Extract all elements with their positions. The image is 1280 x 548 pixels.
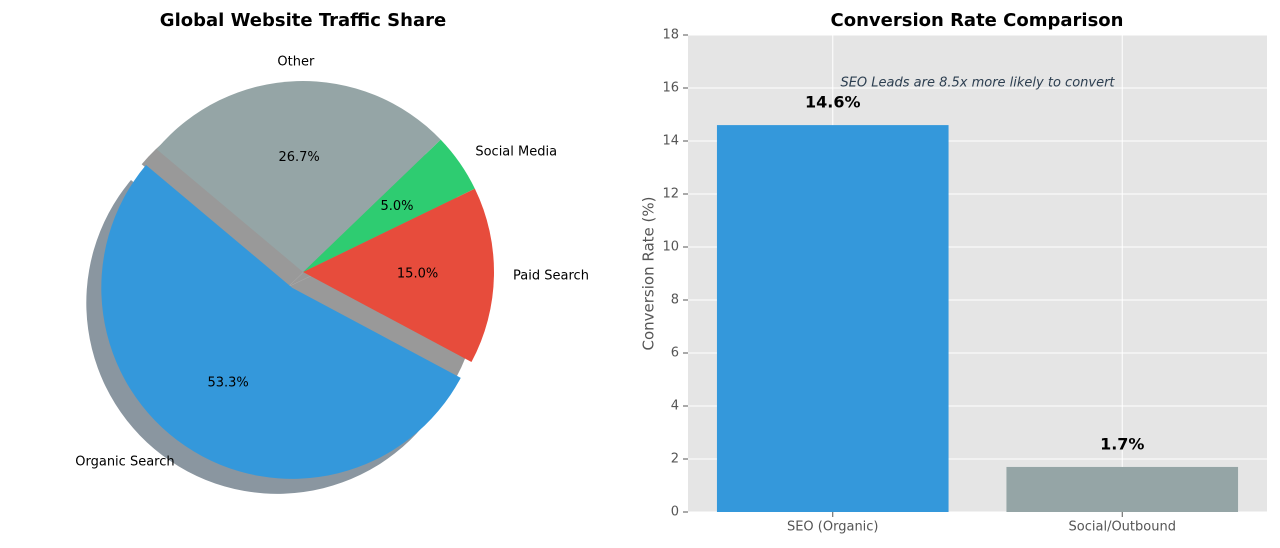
slice-value-label: 26.7% (278, 150, 319, 165)
y-tick-label: 2 (671, 452, 679, 467)
y-tick-label: 4 (671, 399, 679, 414)
bar-value-label: 14.6% (805, 93, 861, 112)
y-tick-label: 18 (662, 28, 679, 43)
slice-label: Paid Search (513, 269, 589, 284)
y-tick-label: 6 (671, 346, 679, 361)
slice-value-label: 15.0% (397, 267, 438, 282)
slice (303, 188, 494, 363)
y-tick-label: 12 (662, 187, 679, 202)
y-tick-label: 10 (662, 240, 679, 255)
slice-label: Other (277, 55, 315, 70)
chart-title: Global Website Traffic Share (160, 10, 446, 31)
y-tick-label: 0 (671, 505, 679, 520)
slice-value-label: 53.3% (207, 375, 248, 390)
chart-title: Conversion Rate Comparison (831, 10, 1124, 31)
slice-label: Social Media (475, 144, 557, 159)
annotation: SEO Leads are 8.5x more likely to conver… (840, 76, 1115, 91)
slice-label: Organic Search (75, 454, 174, 469)
slice-value-label: 5.0% (380, 199, 413, 214)
y-tick-label: 14 (662, 134, 679, 149)
slice (303, 139, 475, 272)
y-tick-label: 8 (671, 293, 679, 308)
x-tick-label: SEO (Organic) (787, 520, 879, 535)
bar (716, 125, 949, 512)
bar-value-label: 1.7% (1100, 434, 1144, 453)
slice (156, 81, 441, 272)
y-axis-label: Conversion Rate (%) (640, 197, 658, 351)
y-tick-label: 16 (662, 81, 679, 96)
slice (101, 165, 461, 479)
x-tick-label: Social/Outbound (1069, 520, 1176, 535)
bar (1006, 466, 1239, 512)
